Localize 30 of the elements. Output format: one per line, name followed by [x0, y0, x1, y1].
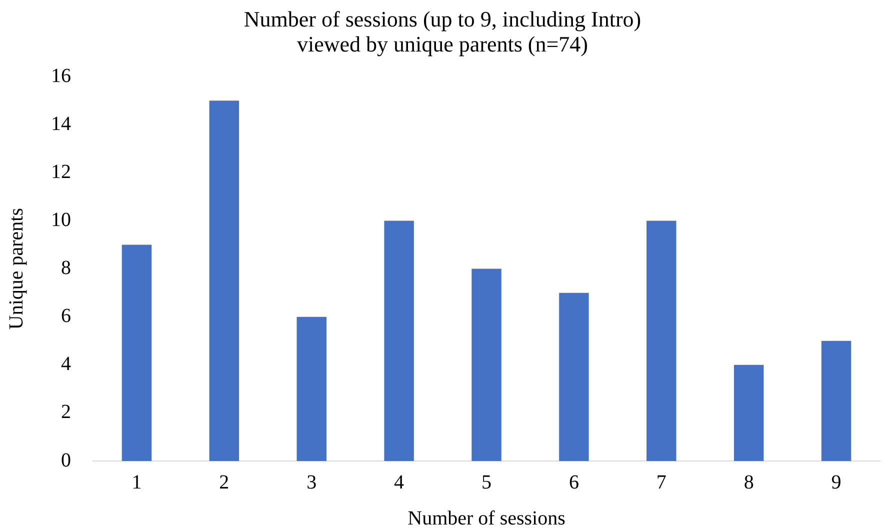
x-tick-label: 1: [132, 471, 142, 494]
x-tick-label: 9: [831, 471, 842, 494]
y-axis-title: Unique parents: [5, 208, 28, 330]
y-tick-label: 16: [51, 64, 71, 87]
y-tick-label: 2: [61, 401, 71, 424]
bar: [209, 100, 240, 461]
bar: [821, 340, 852, 461]
x-tick-label: 5: [482, 471, 492, 494]
y-tick-label: 10: [51, 209, 71, 231]
y-tick-label: 8: [61, 257, 71, 280]
y-tick-label: 14: [51, 112, 71, 135]
bar: [734, 364, 764, 461]
x-tick-label: 6: [568, 471, 579, 494]
x-axis-title: Number of sessions: [408, 507, 566, 530]
y-tick-label: 12: [51, 160, 71, 183]
x-tick-label: 4: [394, 471, 404, 494]
x-tick-label: 8: [744, 471, 754, 494]
x-tick-label: 2: [219, 471, 230, 494]
y-tick-label: 0: [61, 449, 71, 472]
y-tick-label: 6: [61, 305, 71, 328]
bar: [384, 220, 414, 461]
y-tick-label: 4: [61, 353, 71, 376]
chart-title: Number of sessions (up to 9, including Intro) viewed by unique parents (n=74): [244, 6, 642, 57]
bar: [122, 244, 152, 461]
x-tick-label: 3: [306, 471, 317, 494]
bar: [472, 268, 502, 461]
bar: [296, 316, 326, 461]
bar: [559, 292, 589, 461]
bar: [646, 220, 676, 461]
x-tick-label: 7: [656, 471, 666, 494]
